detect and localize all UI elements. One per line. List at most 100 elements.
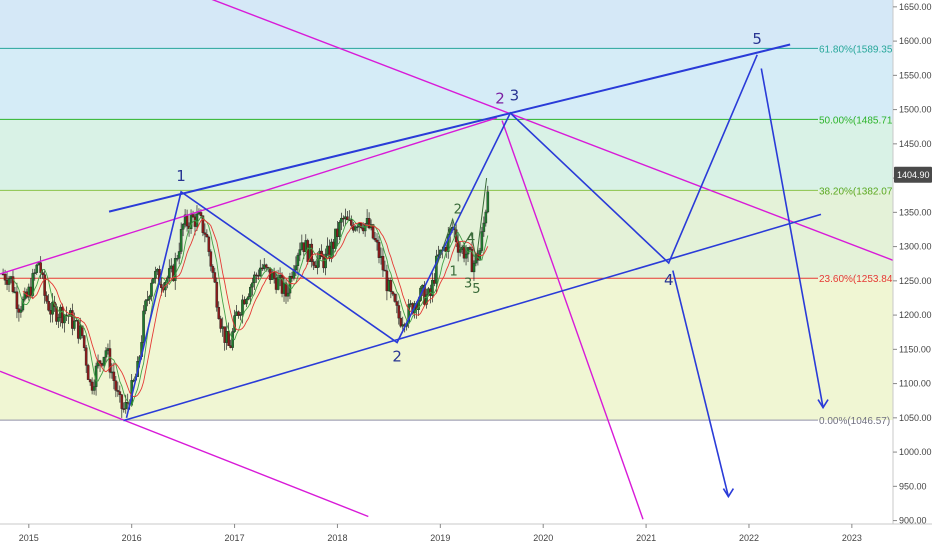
candle-body [237,311,240,316]
price-tick-label: 1050.00 [899,413,932,423]
price-tick-label: 1300.00 [899,242,932,252]
fib-level-label: 50.00%(1485.71) [819,115,896,126]
candle-body [39,262,42,273]
candle-body [118,391,122,395]
candle-body [484,211,488,224]
candle-body [33,272,37,274]
candle-body [393,293,397,302]
candle-body [340,217,343,223]
candle-body [90,381,94,391]
candle-body [480,231,484,251]
candle-body [371,224,375,239]
wave-label: 3 [510,87,520,105]
candle-body [150,282,153,297]
price-tick-label: 1200.00 [899,310,932,320]
candle-body [355,226,359,228]
candle-body [86,365,90,380]
candle-body [470,249,474,273]
candle-body [124,402,128,410]
candle-body [104,350,108,358]
candle-body [144,300,147,312]
candle-body [431,279,434,296]
wave-4-arrow [672,270,730,497]
time-tick-label: 2017 [225,533,245,543]
candle-body [92,386,96,391]
candle-body [43,274,46,296]
candle-body [258,267,262,277]
price-tick-label: 1350.00 [899,207,932,217]
candle-body [377,242,381,258]
candle-body [45,295,48,302]
candle-body [312,261,316,266]
candle-body [482,222,486,232]
candle-body [298,249,302,256]
sub-wave-label: 3 [464,277,472,292]
fib-level-label: 61.80%(1589.35) [819,44,896,55]
candle-body [213,272,217,283]
wave-5-arrow [760,68,824,408]
candle-body [116,390,120,392]
candle-body [247,296,250,300]
candle-body [120,394,124,409]
candle-body [73,320,76,329]
band-2 [0,190,893,279]
candle-body [179,229,183,252]
candle-body [148,296,151,300]
candle-body [207,236,211,252]
wave-5-arrow-head [817,399,829,410]
trend-drawings [0,0,894,520]
band-bottom [0,420,893,524]
candle-body [195,213,199,227]
candle-body [284,282,288,297]
candle-body [211,266,215,273]
candle-body [41,272,44,275]
candle-body [112,371,116,381]
candle-body [205,234,209,238]
blue-wave-path [125,54,758,418]
time-axis-bg [0,524,932,550]
time-tick-label: 2019 [430,533,450,543]
candle-body [373,238,377,241]
price-axis: 1650.001600.001550.001500.001450.001400.… [892,0,932,550]
candle-body [15,291,19,309]
wave-label: 2 [392,348,402,366]
candle-body [84,347,88,366]
candle-body [353,226,357,231]
magenta-rising-line [0,117,498,275]
sub-wave-label: 2 [454,203,462,218]
candle-body [359,223,363,229]
candle-body [367,218,371,229]
moving-average-line [22,218,489,398]
time-axis: 2015 2016 2017 2018 2019 2020 2021 2022 2023 [0,523,932,550]
candle-body [146,299,149,301]
candle-body [122,408,126,410]
candle-body [191,214,195,218]
band-1 [0,119,893,191]
candle-body [286,292,290,297]
price-tick-label: 1000.00 [899,447,932,457]
candle-body [324,253,327,269]
fib-level-label: 23.60%(1253.84) [819,274,896,285]
candle-body [19,309,23,313]
candle-body [425,294,428,305]
candle-body [383,269,387,272]
candle-body [272,271,276,279]
magenta-drop-line [501,120,644,520]
candle-body [175,258,179,260]
fib-level-label: 0.00%(1046.57) [819,416,890,427]
wave-label: 1 [176,167,186,185]
wave-4-arrow-head [722,488,735,499]
wave-label: 5 [752,30,762,48]
time-tick-label: 2021 [636,533,656,543]
candle-body [288,276,292,294]
price-tick-label: 1550.00 [899,70,932,80]
candle-body [167,268,171,279]
candle-body [395,301,399,306]
candle-body [160,284,163,288]
candle-body [185,214,189,227]
candle-body [294,265,298,271]
blue-channel-lower [123,213,822,422]
green-subwave-path [434,178,488,271]
